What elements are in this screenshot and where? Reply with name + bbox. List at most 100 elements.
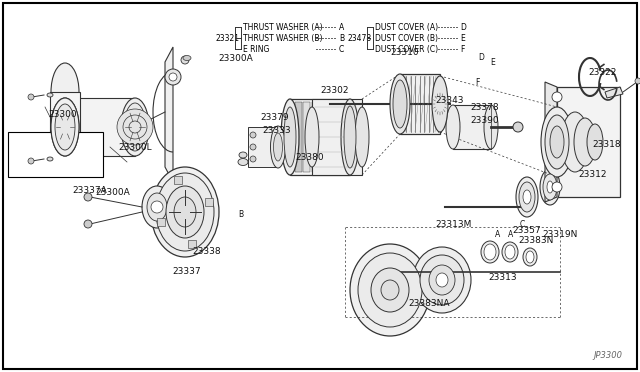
Text: C: C — [520, 219, 525, 228]
Ellipse shape — [413, 247, 471, 313]
Ellipse shape — [393, 80, 407, 128]
Text: A: A — [495, 230, 500, 238]
Ellipse shape — [358, 253, 422, 327]
Ellipse shape — [121, 98, 149, 156]
Polygon shape — [545, 82, 557, 202]
Text: A: A — [508, 230, 513, 238]
Text: 23300A: 23300A — [95, 187, 130, 196]
Text: 23337A: 23337A — [72, 186, 107, 195]
Text: F: F — [475, 77, 479, 87]
Circle shape — [635, 78, 640, 84]
Ellipse shape — [390, 74, 410, 134]
Ellipse shape — [432, 76, 448, 132]
Ellipse shape — [238, 158, 248, 166]
Text: 23383NA: 23383NA — [408, 299, 449, 308]
Circle shape — [151, 201, 163, 213]
Text: DUST COVER (C): DUST COVER (C) — [375, 45, 438, 54]
Circle shape — [513, 122, 523, 132]
Text: 23333: 23333 — [262, 125, 291, 135]
Ellipse shape — [350, 244, 430, 336]
Polygon shape — [328, 102, 335, 172]
Circle shape — [165, 69, 181, 85]
Ellipse shape — [142, 186, 172, 228]
Text: E: E — [460, 33, 465, 42]
Text: 23390: 23390 — [470, 115, 499, 125]
Circle shape — [250, 156, 256, 162]
Ellipse shape — [547, 181, 553, 193]
Ellipse shape — [446, 105, 460, 149]
Text: 23378: 23378 — [470, 103, 499, 112]
Ellipse shape — [47, 93, 53, 97]
Ellipse shape — [284, 107, 296, 167]
Circle shape — [84, 220, 92, 228]
Text: B: B — [339, 33, 344, 42]
Polygon shape — [400, 74, 440, 134]
Ellipse shape — [341, 99, 359, 175]
Polygon shape — [295, 102, 302, 172]
Ellipse shape — [381, 280, 399, 300]
Ellipse shape — [355, 107, 369, 167]
Polygon shape — [173, 176, 182, 183]
Circle shape — [181, 56, 189, 64]
Ellipse shape — [523, 190, 531, 204]
Text: 23300A: 23300A — [218, 54, 253, 62]
Text: 23379: 23379 — [260, 112, 289, 122]
Text: 23343: 23343 — [435, 96, 463, 105]
Ellipse shape — [484, 105, 498, 149]
Ellipse shape — [543, 174, 557, 200]
Ellipse shape — [436, 273, 448, 287]
Text: 23300L: 23300L — [118, 142, 152, 151]
Ellipse shape — [124, 103, 146, 151]
Ellipse shape — [541, 107, 573, 177]
Circle shape — [169, 73, 177, 81]
Ellipse shape — [481, 241, 499, 263]
Text: DUST COVER (B): DUST COVER (B) — [375, 33, 438, 42]
Polygon shape — [290, 99, 350, 175]
Polygon shape — [303, 102, 310, 172]
Text: C: C — [339, 45, 344, 54]
Circle shape — [84, 193, 92, 201]
Text: 23313: 23313 — [488, 273, 516, 282]
Polygon shape — [345, 102, 352, 172]
Text: DUST COVER (A): DUST COVER (A) — [375, 22, 438, 32]
Ellipse shape — [540, 169, 560, 205]
Text: 23322: 23322 — [588, 67, 616, 77]
Ellipse shape — [523, 248, 537, 266]
Text: THRUST WASHER (B): THRUST WASHER (B) — [243, 33, 323, 42]
Ellipse shape — [51, 98, 79, 156]
Ellipse shape — [574, 118, 596, 166]
Ellipse shape — [239, 152, 247, 158]
Text: 23318: 23318 — [592, 140, 621, 148]
Ellipse shape — [545, 115, 569, 169]
Ellipse shape — [371, 268, 409, 312]
Ellipse shape — [526, 251, 534, 263]
Text: 23319N: 23319N — [542, 230, 577, 238]
Circle shape — [28, 94, 34, 100]
Text: THRUST WASHER (A): THRUST WASHER (A) — [243, 22, 323, 32]
Text: F: F — [460, 45, 465, 54]
Polygon shape — [157, 218, 165, 226]
Ellipse shape — [174, 197, 196, 227]
Ellipse shape — [273, 133, 282, 161]
Ellipse shape — [47, 157, 53, 161]
Circle shape — [250, 132, 256, 138]
Ellipse shape — [429, 265, 455, 295]
Text: 23337: 23337 — [172, 267, 200, 276]
Ellipse shape — [51, 98, 79, 156]
Ellipse shape — [166, 186, 204, 238]
Text: JP3300: JP3300 — [593, 351, 622, 360]
Ellipse shape — [51, 63, 79, 121]
Bar — [8, 132, 103, 177]
Polygon shape — [605, 87, 623, 98]
Ellipse shape — [561, 112, 589, 172]
Polygon shape — [205, 198, 213, 206]
Text: 23300: 23300 — [48, 109, 77, 119]
Text: E RING: E RING — [243, 45, 269, 54]
Text: 23357: 23357 — [512, 225, 541, 234]
Text: 23478: 23478 — [348, 33, 372, 42]
Polygon shape — [50, 92, 80, 162]
Polygon shape — [337, 102, 344, 172]
Ellipse shape — [420, 255, 464, 305]
Ellipse shape — [271, 126, 285, 168]
Polygon shape — [320, 102, 327, 172]
